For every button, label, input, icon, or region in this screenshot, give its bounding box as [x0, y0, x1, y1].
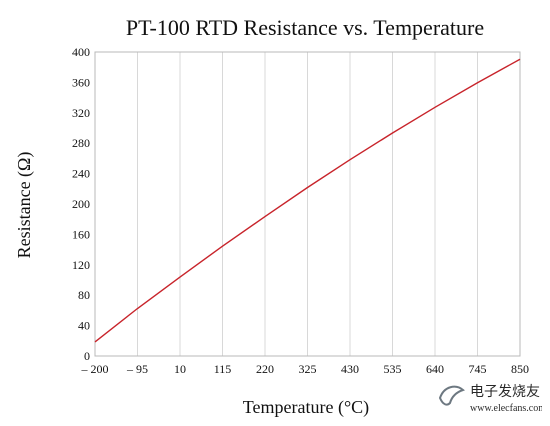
x-tick-label: 220	[256, 362, 274, 376]
watermark-mark-icon	[438, 385, 465, 406]
x-axis-ticks: – 200 – 95 10 115 220 325 430 535 640 745 850	[81, 362, 530, 376]
y-tick-label: 240	[72, 167, 90, 181]
series-line	[94, 58, 521, 343]
y-tick-label: 120	[72, 258, 90, 272]
watermark: 电子发烧友 www.elecfans.com	[432, 376, 546, 418]
y-tick-label: 160	[72, 227, 90, 241]
y-tick-label: 280	[72, 136, 90, 150]
y-tick-label: 360	[72, 75, 90, 89]
y-tick-label: 320	[72, 106, 90, 120]
y-tick-label: 80	[78, 288, 90, 302]
x-tick-label: 115	[214, 362, 232, 376]
y-tick-label: 200	[72, 197, 90, 211]
y-axis-label: Resistance (Ω)	[14, 152, 35, 259]
x-tick-label: 10	[174, 362, 186, 376]
x-tick-label: 745	[469, 362, 487, 376]
grid-lines	[137, 52, 478, 356]
x-tick-label: – 200	[81, 362, 109, 376]
x-axis-label: Temperature (°C)	[243, 397, 369, 418]
x-tick-label: 850	[511, 362, 529, 376]
chart-title: PT-100 RTD Resistance vs. Temperature	[126, 15, 484, 40]
watermark-graphic: 电子发烧友 www.elecfans.com	[438, 384, 546, 414]
y-axis-ticks: 0 40 80 120 160 200 240 280 320 360 400	[72, 45, 90, 363]
y-tick-label: 40	[78, 319, 90, 333]
x-tick-label: – 95	[126, 362, 148, 376]
x-tick-label: 640	[426, 362, 444, 376]
watermark-brand: 电子发烧友	[470, 384, 540, 400]
x-tick-label: 325	[299, 362, 317, 376]
x-tick-label: 535	[384, 362, 402, 376]
y-tick-label: 400	[72, 45, 90, 59]
y-tick-label: 0	[84, 349, 90, 363]
watermark-url: www.elecfans.com	[470, 403, 542, 414]
x-tick-label: 430	[341, 362, 359, 376]
plot-area-frame	[94, 51, 521, 357]
